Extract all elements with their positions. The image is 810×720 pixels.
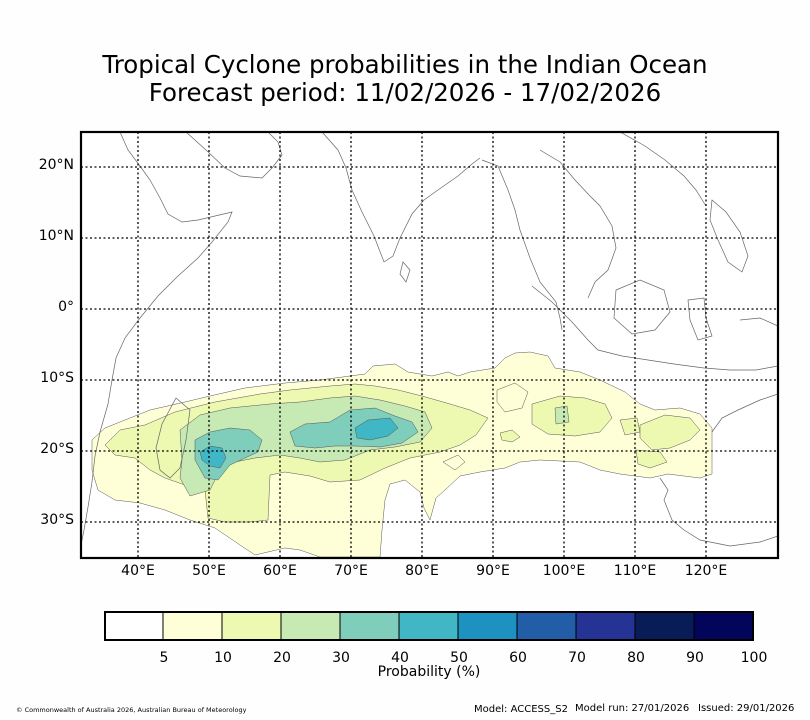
colorbar xyxy=(104,611,754,641)
lat-label-10n: 10°N xyxy=(38,228,74,244)
coast-africa xyxy=(81,132,233,546)
colorbar-label: Probability (%) xyxy=(377,664,481,680)
coast-sulawesi xyxy=(687,297,713,341)
model-name: Model: ACCESS_S2 xyxy=(474,704,568,715)
colorbar-tick-70: 70 xyxy=(568,650,586,666)
graticule xyxy=(81,132,778,558)
colorbar-swatch-0 xyxy=(104,611,164,641)
probability-contours xyxy=(91,351,713,558)
lon-label-50e: 50°E xyxy=(192,563,226,579)
colorbar-tick-80: 80 xyxy=(627,650,645,666)
lat-label-0: 0° xyxy=(58,299,74,315)
prob-region-30-west xyxy=(194,427,263,481)
title-line-1: Tropical Cyclone probabilities in the In… xyxy=(102,50,708,79)
colorbar-swatch-7 xyxy=(516,611,577,641)
lat-label-20n: 20°N xyxy=(38,157,74,173)
lon-label-40e: 40°E xyxy=(121,563,155,579)
colorbar-swatch-4 xyxy=(339,611,400,641)
coast-borneo xyxy=(613,279,671,335)
colorbar-swatch-10 xyxy=(693,611,754,641)
colorbar-tick-30: 30 xyxy=(332,650,350,666)
map-frame xyxy=(79,130,780,560)
lon-label-100e: 100°E xyxy=(542,563,586,579)
model-run-date: Model run: 27/01/2026 xyxy=(575,703,690,714)
lon-label-70e: 70°E xyxy=(334,563,368,579)
probability-map xyxy=(79,130,780,560)
issued-date: Issued: 29/01/2026 xyxy=(698,703,795,714)
colorbar-swatch-8 xyxy=(575,611,636,641)
lat-label-10s: 10°S xyxy=(40,370,74,386)
lon-label-120e: 120°E xyxy=(684,563,728,579)
coast-china xyxy=(619,132,707,207)
prob-region-40-west xyxy=(199,445,227,469)
colorbar-tick-60: 60 xyxy=(509,650,527,666)
lon-label-110e: 110°E xyxy=(613,563,657,579)
colorbar-tick-10: 10 xyxy=(214,650,232,666)
prob-region-40-central xyxy=(354,417,399,441)
colorbar-tick-50: 50 xyxy=(450,650,468,666)
colorbar-tick-20: 20 xyxy=(273,650,291,666)
title-line-2: Forecast period: 11/02/2026 - 17/02/2026 xyxy=(148,78,662,107)
colorbar-swatch-3 xyxy=(280,611,341,641)
copyright-notice: © Commonwealth of Australia 2026, Austra… xyxy=(16,706,247,714)
coast-australia xyxy=(711,393,778,433)
colorbar-tick-40: 40 xyxy=(391,650,409,666)
colorbar-swatch-6 xyxy=(457,611,518,641)
colorbar-tick-90: 90 xyxy=(686,650,704,666)
coast-indochina xyxy=(539,149,617,299)
coast-bay-of-bengal xyxy=(481,159,563,331)
coast-australia-west xyxy=(659,477,778,547)
lat-label-20s: 20°S xyxy=(40,441,74,457)
prob-region-30-central xyxy=(289,407,419,449)
colorbar-swatch-9 xyxy=(634,611,695,641)
lon-label-90e: 90°E xyxy=(476,563,510,579)
lon-label-60e: 60°E xyxy=(263,563,297,579)
coast-new-guinea xyxy=(739,317,778,327)
coast-sri-lanka xyxy=(399,261,411,283)
colorbar-tick-5: 5 xyxy=(159,650,169,666)
coast-madagascar xyxy=(155,397,191,479)
colorbar-tick-100: 100 xyxy=(740,650,768,666)
lat-label-30s: 30°S xyxy=(40,512,74,528)
colorbar-swatch-1 xyxy=(162,611,223,641)
colorbar-frame xyxy=(104,611,754,641)
coast-philippines xyxy=(709,199,749,273)
coastlines xyxy=(81,132,778,547)
colorbar-swatch-5 xyxy=(398,611,459,641)
coast-india xyxy=(321,132,481,263)
coast-arabia xyxy=(185,132,283,179)
colorbar-swatch-2 xyxy=(221,611,282,641)
lon-label-80e: 80°E xyxy=(405,563,439,579)
